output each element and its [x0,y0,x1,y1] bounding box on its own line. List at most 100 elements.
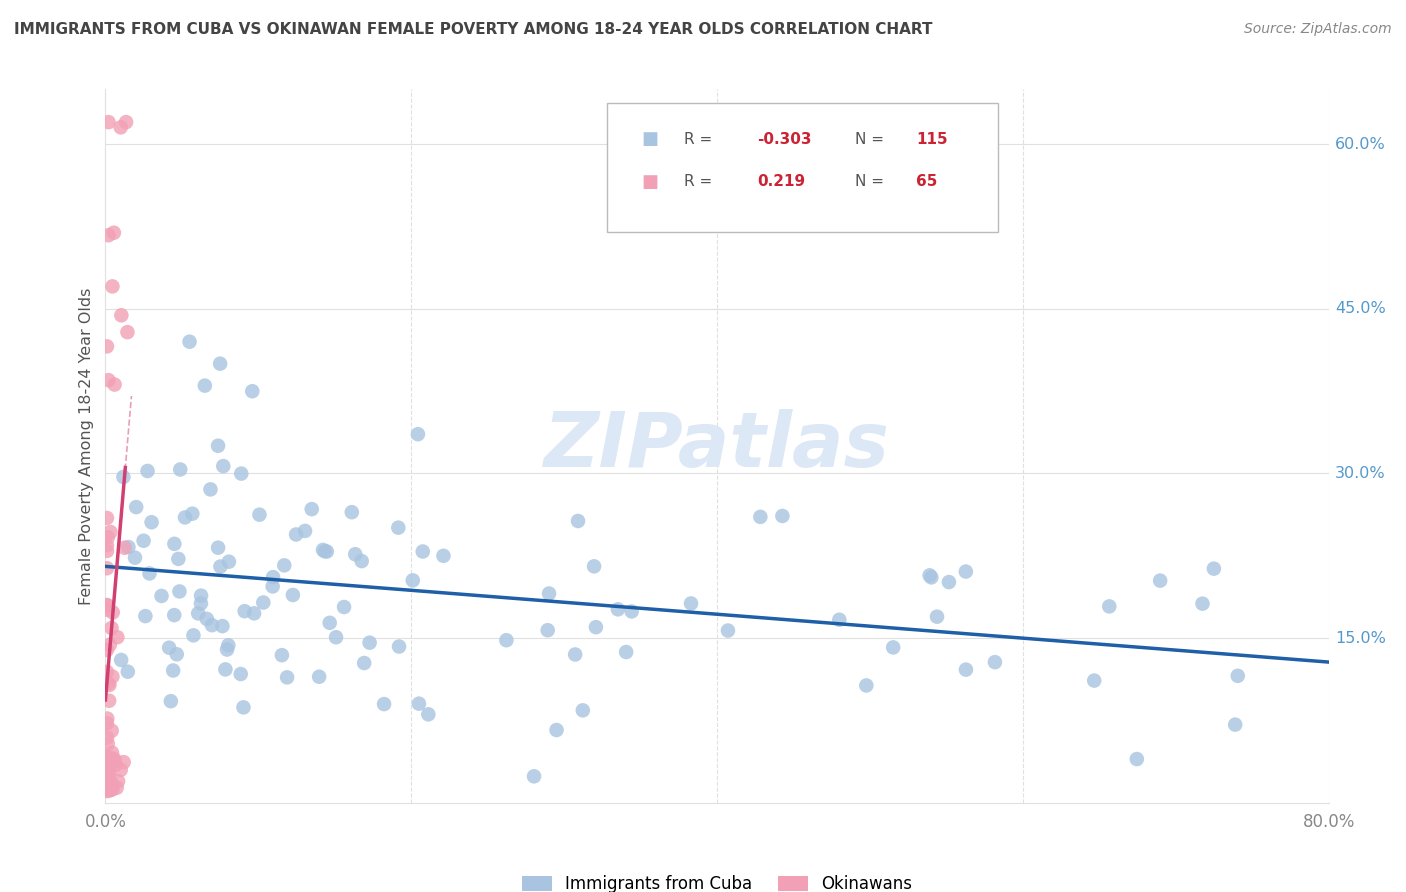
Okinawans [101,752,124,766]
Okinawans [96,538,118,552]
Okinawans [101,782,124,797]
Immigrants from Cuba [770,508,793,523]
Immigrants from Cuba [717,624,740,638]
Immigrants from Cuba [150,589,173,603]
Immigrants from Cuba [340,505,363,519]
Text: R =: R = [685,175,713,189]
Okinawans [97,530,120,544]
Okinawans [98,751,121,765]
Okinawans [96,750,118,764]
Okinawans [112,755,135,769]
Immigrants from Cuba [167,552,190,566]
Okinawans [100,783,122,797]
Immigrants from Cuba [1149,574,1171,588]
Okinawans [97,373,120,387]
Okinawans [103,753,125,767]
Immigrants from Cuba [567,514,589,528]
Immigrants from Cuba [572,703,595,717]
Immigrants from Cuba [1202,561,1225,575]
Okinawans [104,757,127,772]
Immigrants from Cuba [585,620,607,634]
Okinawans [97,764,120,778]
Okinawans [97,776,120,790]
FancyBboxPatch shape [607,103,998,232]
Okinawans [107,774,129,789]
Okinawans [98,694,121,708]
Immigrants from Cuba [583,559,606,574]
Okinawans [98,678,121,692]
Immigrants from Cuba [249,508,271,522]
Immigrants from Cuba [233,604,256,618]
Immigrants from Cuba [110,653,132,667]
Okinawans [103,752,125,766]
Immigrants from Cuba [157,640,180,655]
Okinawans [97,768,120,782]
Immigrants from Cuba [402,574,425,588]
Immigrants from Cuba [117,665,139,679]
Immigrants from Cuba [537,624,560,638]
Immigrants from Cuba [679,597,702,611]
Okinawans [96,764,118,778]
Immigrants from Cuba [207,541,229,555]
Immigrants from Cuba [117,540,139,554]
Okinawans [96,599,118,613]
Immigrants from Cuba [333,600,356,615]
Immigrants from Cuba [166,648,188,662]
Immigrants from Cuba [169,462,191,476]
Text: Source: ZipAtlas.com: Source: ZipAtlas.com [1244,22,1392,37]
Okinawans [96,712,118,726]
Okinawans [103,226,125,240]
Immigrants from Cuba [538,586,561,600]
Okinawans [100,524,122,539]
Immigrants from Cuba [312,542,335,557]
Immigrants from Cuba [614,645,637,659]
Okinawans [96,561,118,575]
Immigrants from Cuba [159,694,181,708]
Text: -0.303: -0.303 [758,132,811,146]
Immigrants from Cuba [169,584,191,599]
Text: 30.0%: 30.0% [1334,466,1385,481]
Okinawans [117,325,139,339]
Immigrants from Cuba [217,638,239,652]
Y-axis label: Female Poverty Among 18-24 Year Olds: Female Poverty Among 18-24 Year Olds [79,287,94,605]
Immigrants from Cuba [294,524,316,538]
Immigrants from Cuba [938,575,960,590]
Okinawans [96,731,118,745]
Immigrants from Cuba [174,510,197,524]
Immigrants from Cuba [285,527,308,541]
Okinawans [103,377,125,392]
Text: 15.0%: 15.0% [1334,631,1386,646]
Immigrants from Cuba [319,615,342,630]
Immigrants from Cuba [314,544,336,558]
Immigrants from Cuba [200,483,222,497]
Immigrants from Cuba [183,628,205,642]
Legend: Immigrants from Cuba, Okinawans: Immigrants from Cuba, Okinawans [516,868,918,892]
Okinawans [98,638,121,652]
Okinawans [115,115,138,129]
Okinawans [100,723,122,738]
Text: 0.219: 0.219 [758,175,806,189]
Immigrants from Cuba [955,565,977,579]
Immigrants from Cuba [749,509,772,524]
Okinawans [96,716,118,731]
Immigrants from Cuba [955,663,977,677]
Immigrants from Cuba [187,607,209,621]
Text: 65: 65 [917,175,938,189]
Immigrants from Cuba [240,384,263,399]
Okinawans [100,621,122,635]
Okinawans [96,758,118,772]
Immigrants from Cuba [252,595,274,609]
Immigrants from Cuba [984,655,1007,669]
Immigrants from Cuba [1098,599,1121,614]
Text: N =: N = [855,132,884,146]
Okinawans [97,737,120,751]
Immigrants from Cuba [855,678,877,692]
Immigrants from Cuba [138,566,160,581]
Immigrants from Cuba [163,608,186,623]
Okinawans [97,775,120,789]
Immigrants from Cuba [276,670,298,684]
Immigrants from Cuba [134,609,156,624]
Immigrants from Cuba [209,559,232,574]
Immigrants from Cuba [270,648,292,662]
Okinawans [105,630,128,644]
